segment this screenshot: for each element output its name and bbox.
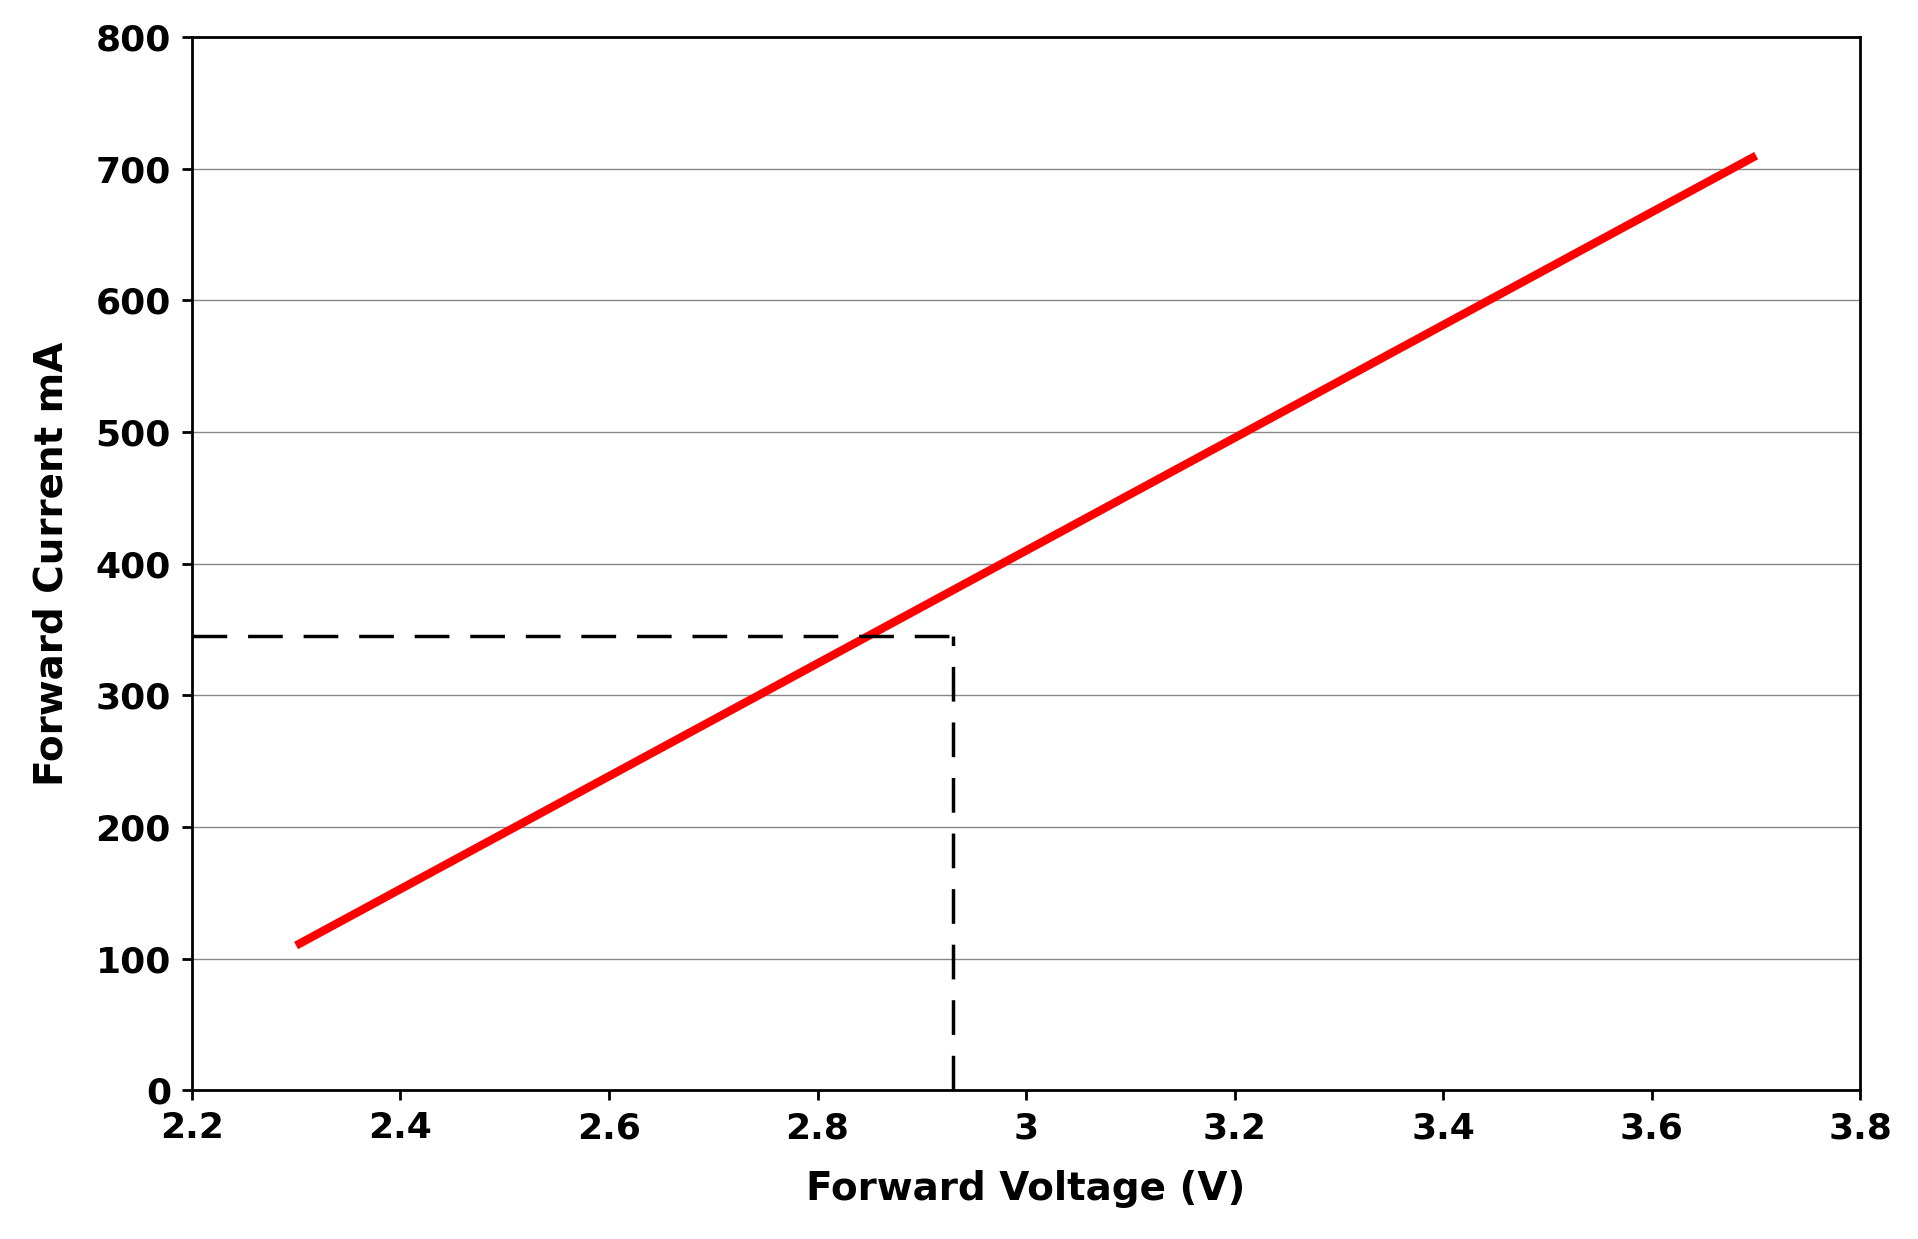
Y-axis label: Forward Current mA: Forward Current mA	[33, 342, 71, 786]
X-axis label: Forward Voltage (V): Forward Voltage (V)	[806, 1170, 1247, 1208]
